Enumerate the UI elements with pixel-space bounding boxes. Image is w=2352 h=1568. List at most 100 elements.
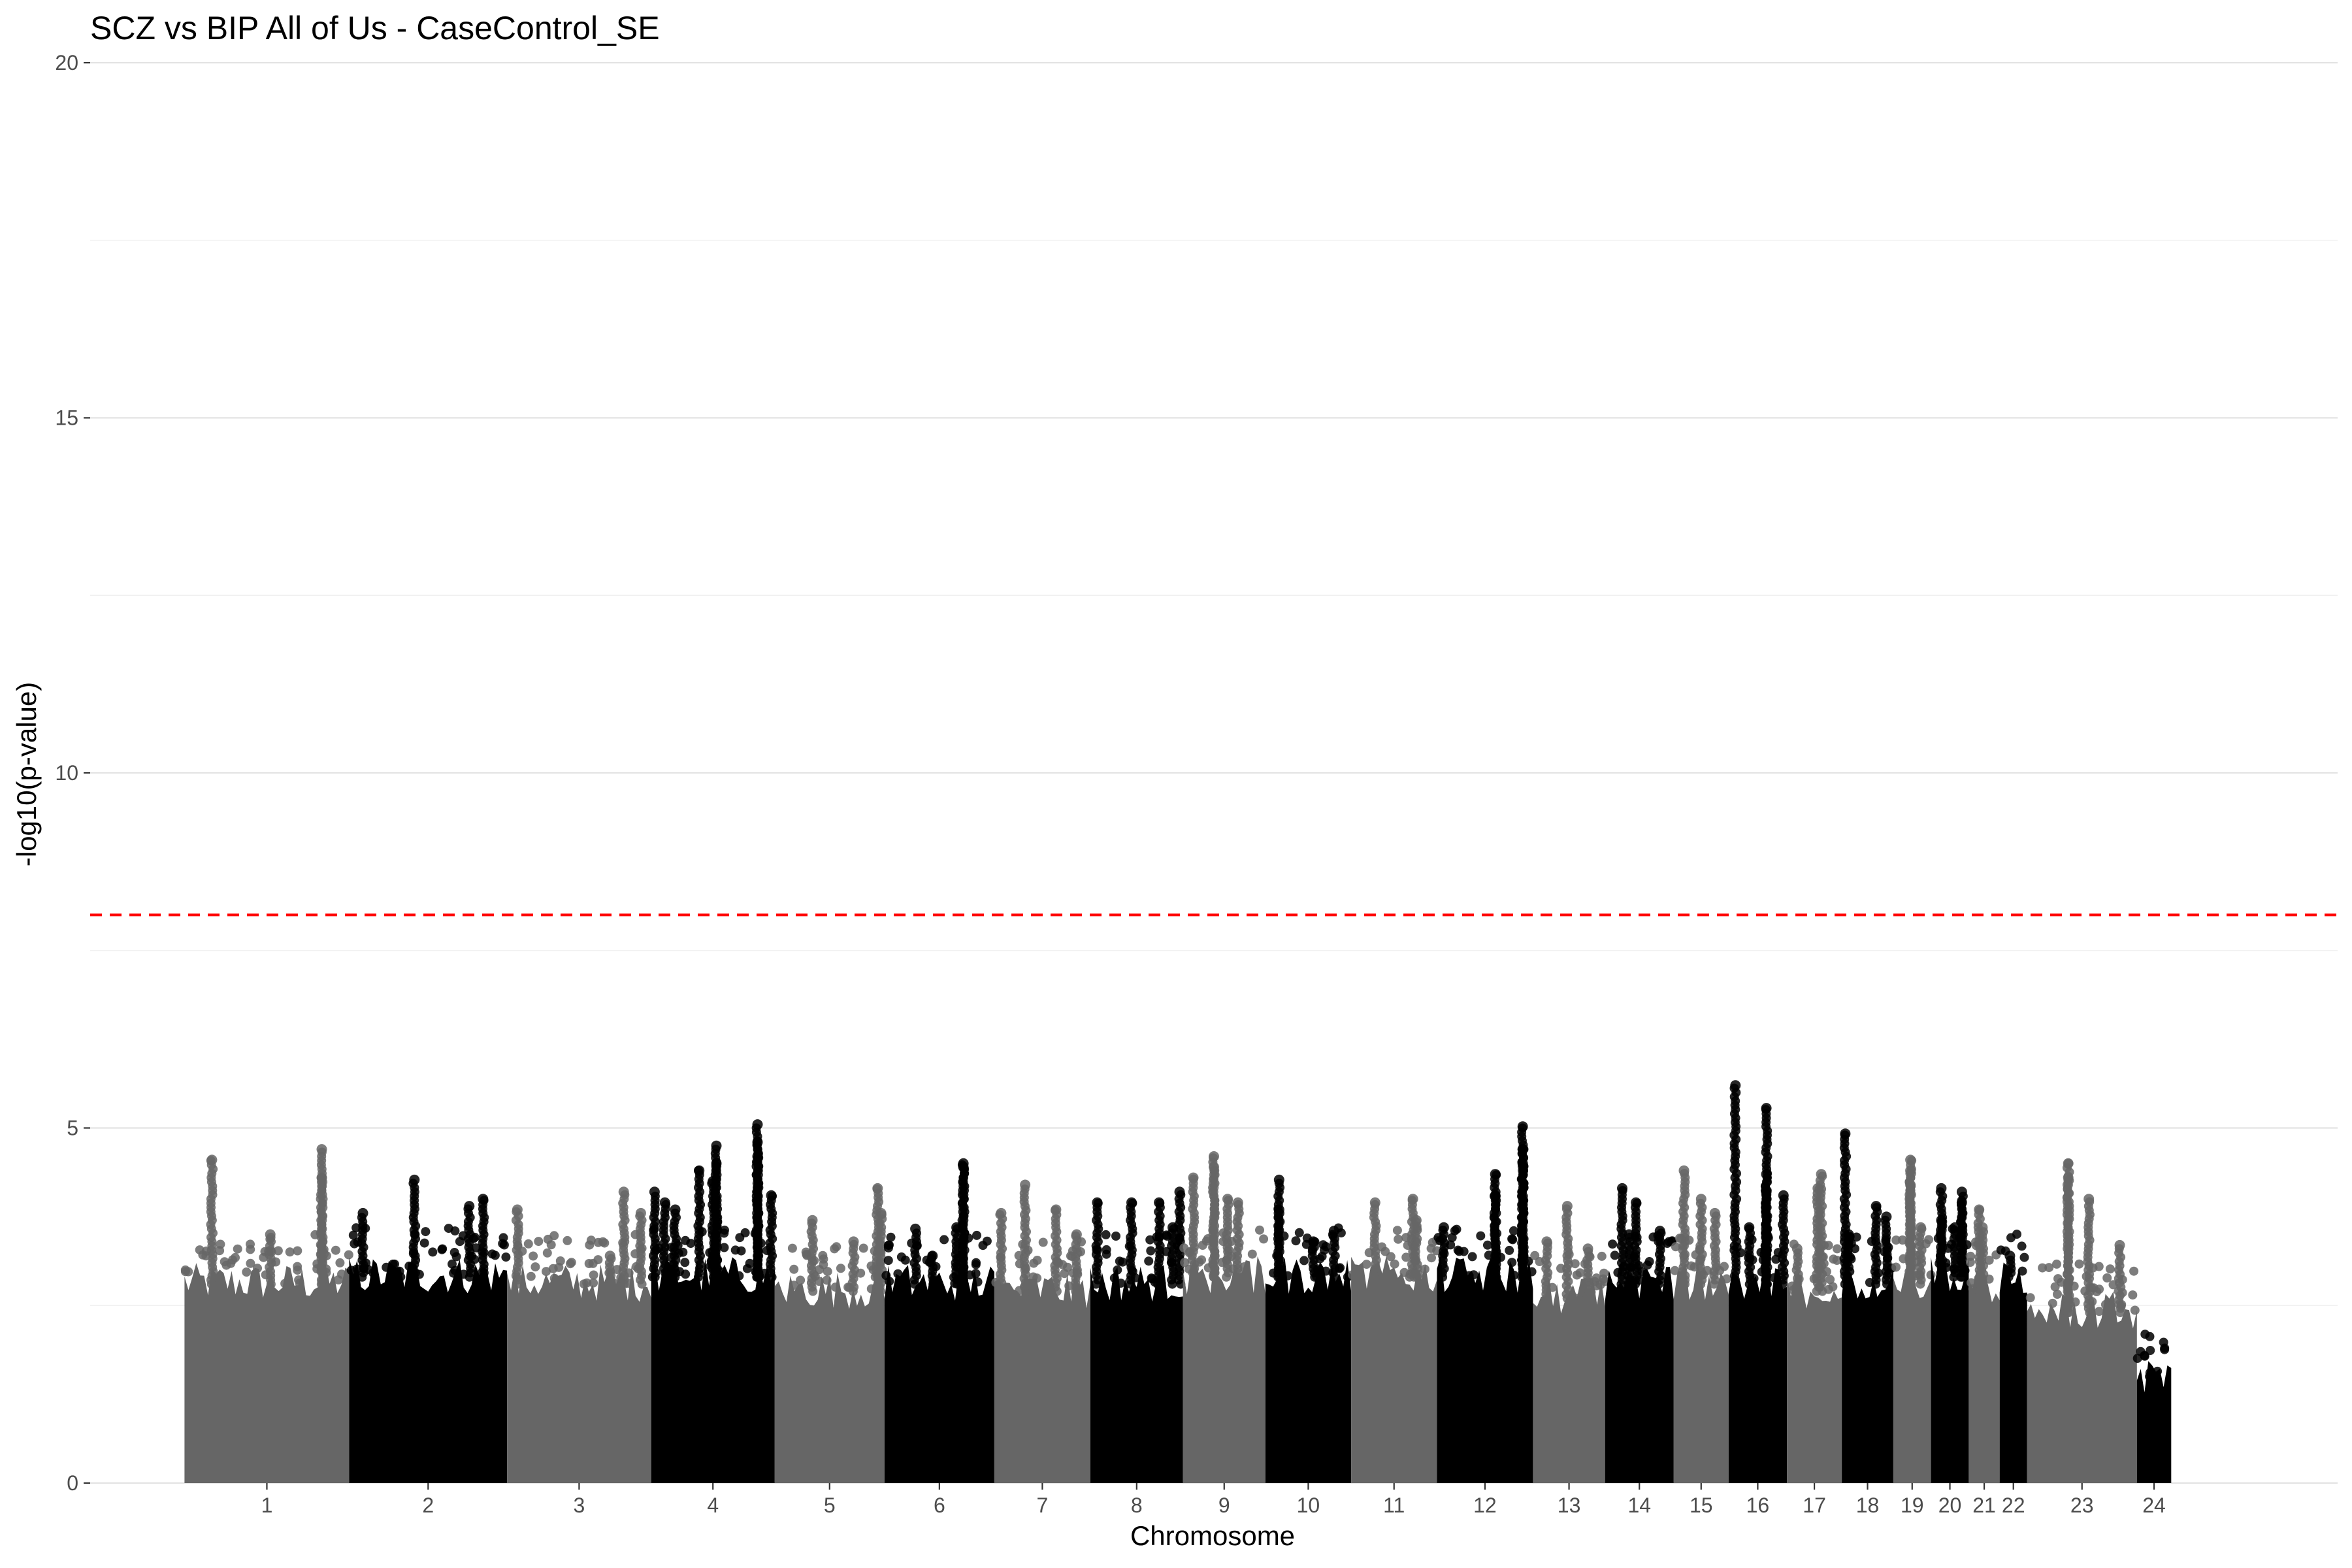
snp-point <box>686 1239 696 1249</box>
peak-point <box>2083 1194 2095 1205</box>
peak-point <box>1956 1186 1967 1198</box>
snp-point <box>900 1255 910 1265</box>
x-tick-label: 4 <box>707 1494 719 1517</box>
snp-point <box>894 1278 904 1288</box>
snp-point <box>1482 1240 1492 1250</box>
chromosome-1-bulk <box>184 1263 350 1483</box>
snp-point <box>2132 1354 2142 1364</box>
snp-point <box>566 1259 575 1269</box>
peak-point <box>910 1223 921 1234</box>
snp-point <box>344 1250 353 1260</box>
peak-point <box>409 1174 420 1185</box>
snp-point <box>1891 1262 1901 1272</box>
chromosome-17-bulk <box>1787 1273 1842 1483</box>
chromosome-21-points <box>1965 1204 2001 1483</box>
snp-point <box>1392 1226 1402 1235</box>
snp-point <box>1247 1249 1257 1259</box>
snp-point <box>1769 1273 1779 1282</box>
snp-point <box>1420 1264 1429 1274</box>
snp-point <box>730 1245 740 1255</box>
peak-point <box>1407 1194 1418 1205</box>
snp-point <box>740 1228 750 1237</box>
snp-point <box>1299 1256 1309 1266</box>
snp-point <box>972 1230 981 1240</box>
snp-point <box>2074 1259 2084 1269</box>
snp-point <box>1825 1275 1835 1284</box>
peak-point <box>1950 1222 1961 1233</box>
snp-point <box>215 1246 225 1256</box>
snp-point <box>293 1262 302 1271</box>
snp-point <box>388 1259 398 1269</box>
snp-point <box>1180 1258 1190 1267</box>
snp-point <box>1926 1270 1936 1280</box>
snp-point <box>881 1271 891 1281</box>
peak-point <box>1222 1194 1233 1205</box>
snp-point <box>1509 1270 1519 1280</box>
peak-point <box>711 1158 722 1169</box>
snp-point <box>2160 1345 2170 1354</box>
snp-point <box>228 1255 237 1265</box>
snp-point <box>421 1227 431 1237</box>
snp-point <box>333 1275 343 1284</box>
snp-point <box>348 1230 358 1240</box>
snp-point <box>680 1258 690 1267</box>
snp-point <box>1101 1230 1111 1239</box>
peak-point <box>1977 1222 1988 1233</box>
peak-point <box>1778 1190 1789 1201</box>
snp-point <box>2017 1266 2027 1276</box>
x-tick-label: 22 <box>2002 1494 2025 1517</box>
snp-point <box>1572 1294 1582 1303</box>
peak-point <box>1695 1194 1707 1205</box>
snp-point <box>2053 1290 2062 1299</box>
snp-point <box>1294 1228 1304 1237</box>
snp-point <box>246 1239 255 1249</box>
snp-point <box>2102 1273 2112 1282</box>
snp-point <box>2050 1282 2060 1292</box>
snp-point <box>2044 1263 2054 1273</box>
peak-point <box>1631 1197 1641 1208</box>
peak-point <box>206 1154 218 1166</box>
chromosome-2-points <box>346 1174 511 1483</box>
x-tick-label: 1 <box>261 1494 273 1517</box>
snp-point <box>563 1235 572 1245</box>
chart-title: SCZ vs BIP All of Us - CaseControl_SE <box>90 10 660 46</box>
peak-point <box>478 1194 489 1205</box>
peak-point <box>1328 1226 1339 1237</box>
snp-point <box>1608 1239 1618 1249</box>
snp-point <box>428 1247 438 1257</box>
snp-point <box>2140 1350 2149 1360</box>
snp-point <box>1320 1245 1329 1255</box>
snp-point <box>1467 1252 1477 1262</box>
peak-point <box>1188 1172 1199 1183</box>
peak-point <box>1490 1190 1501 1201</box>
snp-point <box>1507 1258 1517 1267</box>
x-tick-label: 19 <box>1901 1494 1924 1517</box>
peak-point <box>1709 1207 1720 1218</box>
x-tick-label: 24 <box>2142 1494 2166 1517</box>
snp-point <box>1144 1256 1154 1266</box>
snp-point <box>972 1258 981 1267</box>
chromosome-2-bulk <box>349 1258 508 1483</box>
snp-point <box>542 1248 552 1258</box>
snp-point <box>1508 1235 1518 1245</box>
peak-point <box>316 1172 327 1183</box>
snp-point <box>2130 1305 2140 1315</box>
snp-point <box>1390 1259 1399 1269</box>
chromosome-15-points <box>1670 1165 1731 1483</box>
peak-point <box>1209 1151 1219 1162</box>
x-tick-label: 3 <box>573 1494 585 1517</box>
snp-point <box>589 1278 598 1288</box>
peak-point <box>1517 1158 1528 1169</box>
snp-point <box>2128 1290 2138 1300</box>
peak-point <box>927 1250 938 1262</box>
x-tick-label: 10 <box>1297 1494 1320 1517</box>
peak-point <box>711 1140 722 1151</box>
snp-point <box>451 1252 461 1262</box>
snp-point <box>589 1270 598 1280</box>
peak-point <box>2004 1250 2016 1262</box>
peak-point <box>1905 1165 1916 1176</box>
snp-point <box>1321 1266 1331 1276</box>
snp-point <box>1259 1234 1269 1244</box>
snp-point <box>1394 1234 1403 1244</box>
snp-point <box>823 1267 832 1277</box>
